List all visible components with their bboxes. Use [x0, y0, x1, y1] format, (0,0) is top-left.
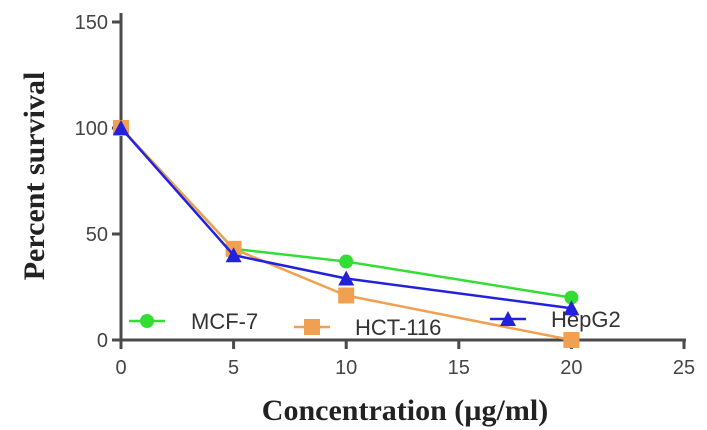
legend-marker-mcf-7 [140, 314, 154, 328]
legend-label-hepg2: HepG2 [551, 307, 621, 332]
data-point-hepg2 [338, 270, 355, 286]
y-tick-label: 0 [97, 330, 108, 352]
x-tick-label: 10 [335, 357, 357, 379]
data-point-mcf-7 [339, 254, 354, 269]
x-axis-title: Concentration (µg/ml) [262, 394, 548, 427]
legend-item-hct-116: HCT-116 [294, 315, 441, 340]
legend-label-hct-116: HCT-116 [355, 315, 441, 340]
legend-marker-hct-116 [304, 319, 320, 335]
y-tick-label: 100 [75, 118, 108, 140]
x-tick-label: 0 [115, 357, 126, 379]
series-line-hepg2 [120, 127, 572, 310]
x-tick-label: 15 [448, 357, 470, 379]
data-point-mcf-7 [564, 290, 579, 305]
y-tick-label: 150 [75, 12, 108, 34]
y-axis-ticks: 0 50 100 150 [75, 12, 121, 352]
x-tick-label: 5 [228, 357, 239, 379]
x-tick-label: 25 [673, 357, 695, 379]
y-tick-label: 50 [86, 224, 108, 246]
data-point-hepg2 [563, 300, 580, 316]
legend: MCF-7 HCT-116 HepG2 [129, 307, 621, 340]
legend-label-mcf-7: MCF-7 [191, 309, 258, 334]
legend-item-mcf-7: MCF-7 [129, 309, 258, 334]
data-point-hepg2 [225, 247, 242, 263]
series-hepg2 [113, 120, 580, 316]
x-tick-label: 20 [560, 357, 582, 379]
series-line-hct-116 [120, 127, 572, 342]
data-point-hct-116 [563, 332, 580, 348]
x-axis-ticks: 0 5 10 15 20 25 [115, 340, 695, 379]
legend-item-hepg2: HepG2 [490, 307, 621, 332]
data-point-hepg2 [113, 120, 129, 135]
series-layer [113, 120, 580, 348]
data-point-hct-116 [338, 287, 355, 304]
y-axis-title: Percent survival [18, 72, 51, 281]
legend-marker-hepg2 [500, 311, 516, 326]
